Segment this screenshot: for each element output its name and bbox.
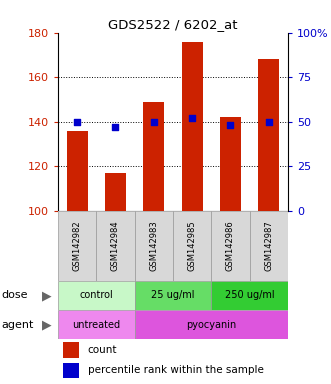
Bar [220,117,241,211]
Text: GSM142982: GSM142982 [72,220,82,271]
Bar [63,362,79,378]
Text: ▶: ▶ [41,289,51,302]
Text: dose: dose [2,290,28,300]
Text: GSM142984: GSM142984 [111,220,120,271]
Bar [105,173,126,211]
Point [151,119,157,125]
Text: GSM142986: GSM142986 [226,220,235,271]
Text: agent: agent [2,319,34,329]
Bar [250,211,288,281]
Title: GDS2522 / 6202_at: GDS2522 / 6202_at [108,18,238,31]
Bar [143,102,164,211]
Bar [58,310,135,339]
Point [113,124,118,130]
Bar [258,60,279,211]
Bar [182,41,203,211]
Text: control: control [79,290,113,300]
Text: 25 ug/ml: 25 ug/ml [151,290,195,300]
Point [189,115,195,121]
Text: percentile rank within the sample: percentile rank within the sample [88,365,264,375]
Bar [135,281,211,310]
Bar [67,131,88,211]
Bar [58,281,135,310]
Bar [58,211,96,281]
Point [228,122,233,128]
Bar [211,211,250,281]
Bar [96,211,135,281]
Bar [173,211,211,281]
Text: GSM142983: GSM142983 [149,220,158,271]
Bar [211,281,288,310]
Text: GSM142985: GSM142985 [188,220,197,271]
Point [266,119,271,125]
Bar [135,211,173,281]
Bar [63,342,79,358]
Text: GSM142987: GSM142987 [264,220,273,271]
Text: ▶: ▶ [41,318,51,331]
Text: 250 ug/ml: 250 ug/ml [225,290,274,300]
Text: count: count [88,345,117,355]
Point [74,119,80,125]
Text: untreated: untreated [72,319,120,329]
Text: pyocyanin: pyocyanin [186,319,236,329]
Bar [135,310,288,339]
